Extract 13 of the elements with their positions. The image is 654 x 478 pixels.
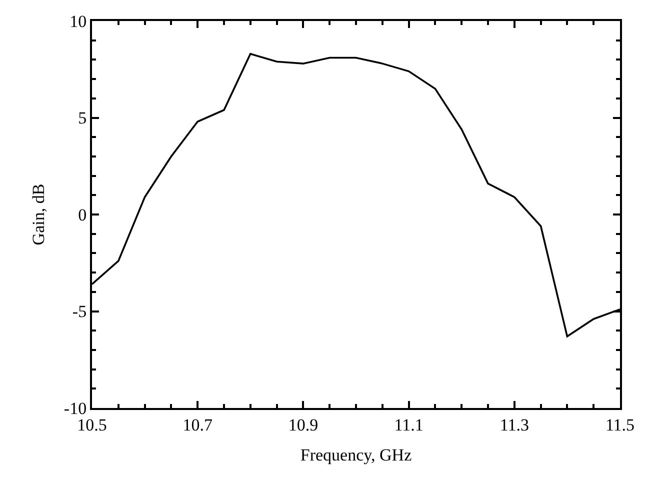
x-tick-label: 10.9 (288, 415, 318, 434)
x-axis-title: Frequency, GHz (300, 445, 412, 464)
x-tick-label: 11.3 (500, 415, 529, 434)
y-tick-label: 10 (70, 12, 87, 31)
x-tick-label: 10.5 (77, 415, 107, 434)
y-tick-label: -10 (64, 398, 87, 418)
y-tick-label: -5 (72, 302, 87, 322)
x-tick-label: 10.7 (182, 415, 213, 434)
y-axis-title: Gain, dB (28, 184, 48, 246)
x-tick-label: 11.1 (394, 415, 424, 434)
x-tick-label: 11.5 (605, 415, 635, 434)
y-tick-label: 0 (78, 205, 87, 224)
y-tick-label: 5 (78, 108, 87, 128)
